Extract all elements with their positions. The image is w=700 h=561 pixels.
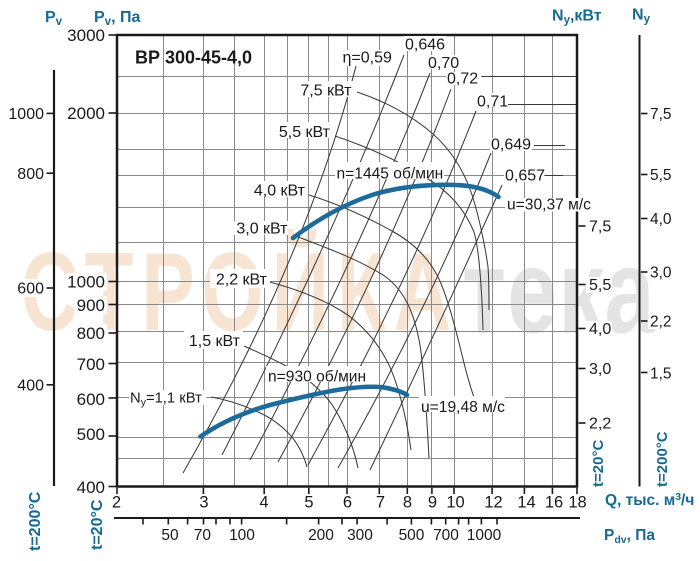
svg-text:ВР 300-45-4,0: ВР 300-45-4,0 [135,48,252,68]
svg-text:0,72: 0,72 [447,71,478,88]
svg-text:2,2: 2,2 [650,314,672,331]
svg-text:0,70: 0,70 [428,55,459,72]
svg-text:2,2 кВт: 2,2 кВт [216,272,268,289]
svg-text:3,0: 3,0 [650,265,672,282]
svg-text:600: 600 [17,281,44,298]
svg-text:t=20°C: t=20°C [590,440,607,487]
svg-text:700: 700 [433,527,459,544]
svg-text:2: 2 [112,494,121,512]
svg-text:2000: 2000 [67,104,105,123]
svg-text:t=200°C: t=200°C [654,431,671,487]
svg-text:Ny,кВт: Ny,кВт [552,8,602,27]
svg-text:η=0,59: η=0,59 [343,50,392,67]
svg-text:4: 4 [259,494,268,512]
svg-text:500: 500 [77,425,105,444]
svg-text:400: 400 [17,378,44,395]
svg-text:1000: 1000 [467,527,502,544]
svg-text:4,0 кВт: 4,0 кВт [254,183,306,200]
svg-text:700: 700 [77,355,105,374]
svg-text:1000: 1000 [8,106,44,123]
svg-text:3,0: 3,0 [589,361,611,378]
svg-text:Pdv, Па: Pdv, Па [604,527,655,546]
svg-text:7,5: 7,5 [589,219,611,236]
svg-text:9: 9 [428,494,437,512]
svg-text:4,0: 4,0 [650,211,672,228]
svg-text:5: 5 [304,494,313,512]
svg-text:1,5: 1,5 [650,366,672,383]
svg-text:50: 50 [161,527,179,544]
svg-text:0,71: 0,71 [477,94,508,111]
svg-text:n=930 об/мин: n=930 об/мин [268,369,366,386]
svg-text:70: 70 [194,527,212,544]
svg-text:12: 12 [484,494,502,512]
svg-text:1000: 1000 [67,273,105,292]
svg-text:5,5: 5,5 [650,167,672,184]
svg-text:u=19,48 м/с: u=19,48 м/с [421,399,505,416]
svg-text:3000: 3000 [67,26,105,45]
svg-text:5,5 кВт: 5,5 кВт [279,124,331,141]
svg-text:8: 8 [403,494,412,512]
svg-text:7: 7 [376,494,385,512]
svg-text:6: 6 [343,494,352,512]
svg-text:200: 200 [308,527,334,544]
svg-text:100: 100 [229,527,255,544]
svg-text:n=1445 об/мин: n=1445 об/мин [337,166,444,183]
svg-text:5,5: 5,5 [589,277,611,294]
svg-text:t=20°C: t=20°C [89,499,106,550]
svg-text:0,657: 0,657 [505,168,545,185]
svg-text:900: 900 [77,296,105,315]
svg-text:u=30,37 м/с: u=30,37 м/с [507,197,591,214]
svg-text:18: 18 [568,494,586,512]
svg-text:3: 3 [199,494,208,512]
svg-text:2,2: 2,2 [589,416,611,433]
svg-text:800: 800 [17,166,44,183]
svg-text:600: 600 [77,390,105,409]
svg-text:t=200°C: t=200°C [27,491,44,551]
svg-text:300: 300 [347,527,373,544]
svg-text:0,646: 0,646 [405,37,445,54]
svg-text:16: 16 [545,494,563,512]
svg-text:7,5 кВт: 7,5 кВт [300,83,352,100]
svg-text:14: 14 [517,494,535,512]
svg-text:Q, тыс. м3/ч: Q, тыс. м3/ч [605,491,694,509]
svg-text:0,649: 0,649 [491,137,531,154]
svg-text:тека: тека [462,225,656,359]
svg-text:800: 800 [77,324,105,343]
svg-text:500: 500 [399,527,425,544]
svg-text:Ny=1,1 кВт: Ny=1,1 кВт [130,391,202,409]
svg-text:3,0 кВт: 3,0 кВт [236,221,288,238]
svg-text:400: 400 [77,478,105,497]
svg-text:1,5 кВт: 1,5 кВт [189,333,241,350]
svg-text:7,5: 7,5 [650,106,672,123]
svg-text:10: 10 [446,494,464,512]
svg-text:4,0: 4,0 [589,321,611,338]
